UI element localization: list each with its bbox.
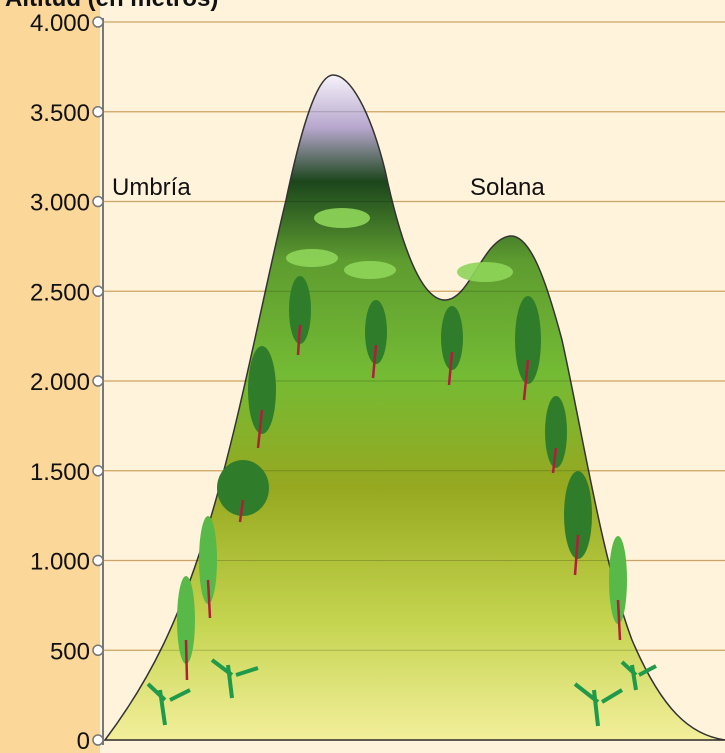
- diagram: 4.0003.5003.0002.5002.0001.5001.0005000 …: [0, 0, 725, 753]
- tick-dot: [93, 645, 103, 655]
- tick-dot: [93, 376, 103, 386]
- y-tick-label: 1.000: [30, 549, 90, 576]
- tick-dot: [93, 466, 103, 476]
- y-tick-label: 500: [50, 638, 90, 665]
- y-tick-label: 2.500: [30, 279, 90, 306]
- region-label: Solana: [470, 174, 545, 201]
- y-tick-label: 0: [77, 728, 90, 753]
- y-tick-label: 1.500: [30, 459, 90, 486]
- tick-dot: [93, 556, 103, 566]
- y-tick-label: 3.000: [30, 190, 90, 217]
- tick-dot: [93, 286, 103, 296]
- axis-title: Altitud (en metros): [5, 0, 218, 12]
- tick-dot: [93, 735, 103, 745]
- y-tick-label: 4.000: [30, 10, 90, 37]
- tick-dot: [93, 107, 103, 117]
- tick-dot: [93, 17, 103, 27]
- tick-dot: [93, 197, 103, 207]
- y-tick-label: 3.500: [30, 100, 90, 127]
- region-label: Umbría: [112, 174, 191, 201]
- y-tick-label: 2.000: [30, 369, 90, 396]
